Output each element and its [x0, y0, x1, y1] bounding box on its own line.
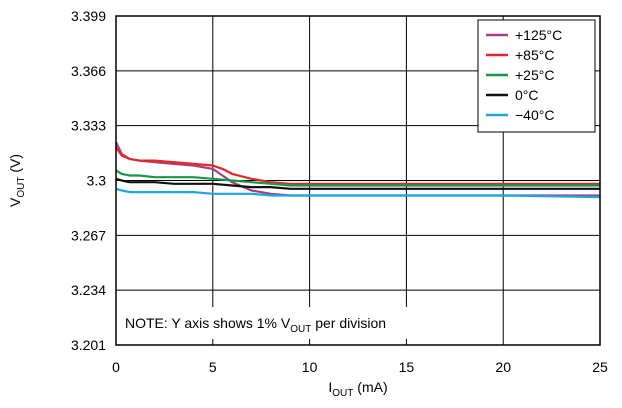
note-text-before: NOTE: Y axis shows 1% V	[125, 315, 291, 331]
y-tick-label: 3.201	[71, 337, 106, 353]
x-tick-label: 10	[302, 359, 318, 375]
x-axis-label-unit: (mA)	[353, 379, 387, 395]
series-line-+85°C	[115, 146, 600, 185]
series-line-+125°C	[115, 141, 600, 197]
y-tick-label: 3.3	[87, 173, 107, 189]
note-box: NOTE: Y axis shows 1% VOUT per division	[118, 307, 473, 339]
y-tick-label: 3.234	[71, 282, 106, 298]
series-line-−40°C	[115, 187, 601, 199]
note-background	[118, 307, 473, 339]
legend-entry-label: +25°C	[515, 67, 554, 83]
y-axis-label: VOUT (V)	[7, 154, 27, 207]
x-axis-label: IOUT (mA)	[328, 379, 387, 399]
series-line-+25°C	[115, 169, 600, 187]
x-tick-label: 20	[495, 359, 511, 375]
legend-entry-label: −40°C	[515, 107, 554, 123]
x-tick-labels: 0 5 10 15 20 25	[112, 359, 608, 375]
y-tick-label: 3.333	[71, 118, 106, 134]
y-tick-labels: 3.201 3.234 3.267 3.3 3.333 3.366 3.399	[71, 8, 106, 353]
x-tick-label: 25	[592, 359, 608, 375]
legend-entry-label: 0°C	[515, 87, 539, 103]
note-text-after: per division	[311, 315, 386, 331]
y-axis-label-subscript: OUT	[16, 177, 27, 198]
plot-frame	[115, 15, 601, 346]
x-tick-label: 0	[112, 359, 120, 375]
x-axis-label-subscript: OUT	[332, 388, 353, 399]
note-text: NOTE: Y axis shows 1% VOUT per division	[125, 315, 386, 335]
series-lines	[115, 141, 601, 199]
x-tick-label: 15	[399, 359, 415, 375]
series-line-0°C	[115, 177, 600, 190]
y-axis-label-main: V	[7, 197, 23, 207]
y-tick-label: 3.366	[71, 63, 106, 79]
y-axis-label-unit: (V)	[7, 154, 23, 177]
note-text-subscript: OUT	[290, 324, 311, 335]
legend-entry-label: +125°C	[515, 27, 562, 43]
legend-entry-label: +85°C	[515, 47, 554, 63]
x-tick-label: 5	[209, 359, 217, 375]
x-axis-label-main: I	[328, 379, 332, 395]
y-tick-label: 3.399	[71, 8, 106, 24]
legend: +125°C +85°C +25°C 0°C −40°C	[477, 19, 596, 133]
y-tick-label: 3.267	[71, 227, 106, 243]
